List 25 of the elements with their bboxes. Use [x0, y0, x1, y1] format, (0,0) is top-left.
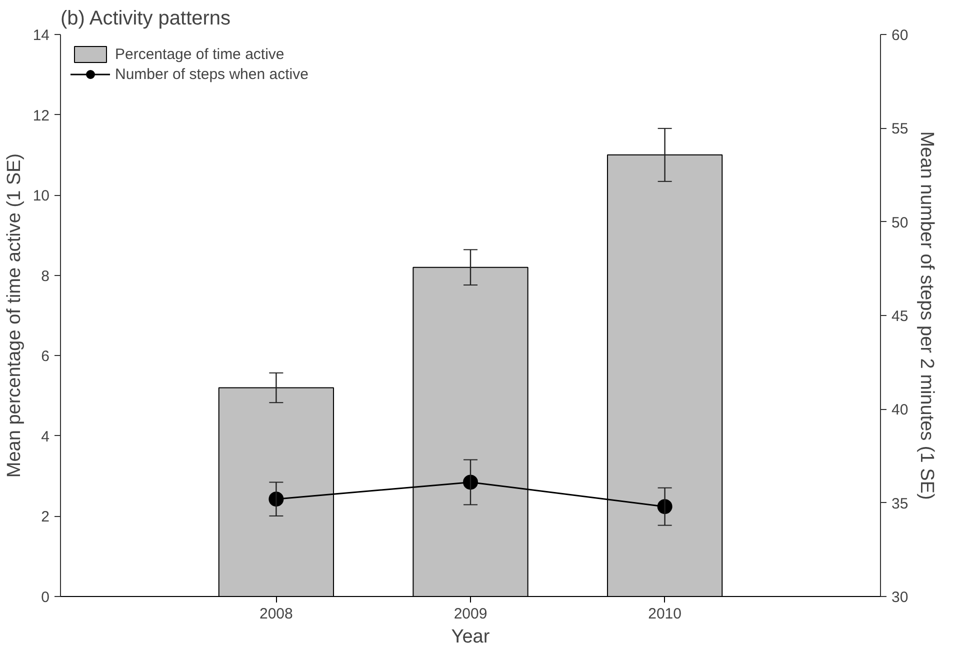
y2-tick-label: 45 [892, 308, 908, 325]
x-axis-title: Year [451, 626, 490, 648]
y2-tick-label: 55 [892, 120, 908, 138]
y2-tick-label: 35 [892, 495, 908, 512]
y-tick-label: 6 [41, 348, 50, 366]
y-axis-title: Mean percentage of time active (1 SE) [4, 153, 25, 478]
x-tick-label: 2010 [648, 606, 682, 622]
y-tick-label: 2 [41, 508, 50, 526]
y-tick-label: 0 [41, 589, 50, 606]
y2-tick-label: 30 [892, 589, 908, 606]
y-tick-label: 4 [41, 428, 50, 446]
chart-title: (b) Activity patterns [60, 8, 231, 30]
legend-label: Number of steps when active [115, 66, 308, 82]
y-tick-label: 10 [32, 188, 50, 205]
y2-tick-label: 60 [892, 27, 908, 44]
point [463, 474, 478, 490]
x-tick-label: 2008 [260, 606, 293, 622]
y-tick-label: 8 [41, 268, 50, 285]
legend-label: Percentage of time active [115, 46, 284, 62]
y-tick-label: 14 [32, 27, 50, 44]
y2-tick-label: 40 [892, 402, 908, 419]
y-tick-label: 12 [32, 107, 50, 124]
y2-tick-label: 50 [892, 214, 908, 232]
y2-axis-title: Mean number of steps per 2 minutes (1 SE) [916, 131, 938, 500]
x-tick-label: 2009 [454, 606, 488, 622]
